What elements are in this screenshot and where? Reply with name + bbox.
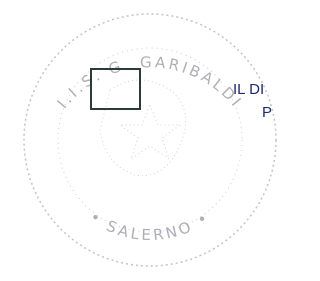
page: I.I.S. G. GARIBALDI • SALERNO • IL DI P … bbox=[0, 0, 278, 281]
signature-line: P bbox=[262, 104, 272, 121]
document-fragment: I.I.S. G. GARIBALDI • SALERNO • IL DI P bbox=[0, 0, 278, 281]
signature-line: IL DI bbox=[233, 81, 264, 98]
